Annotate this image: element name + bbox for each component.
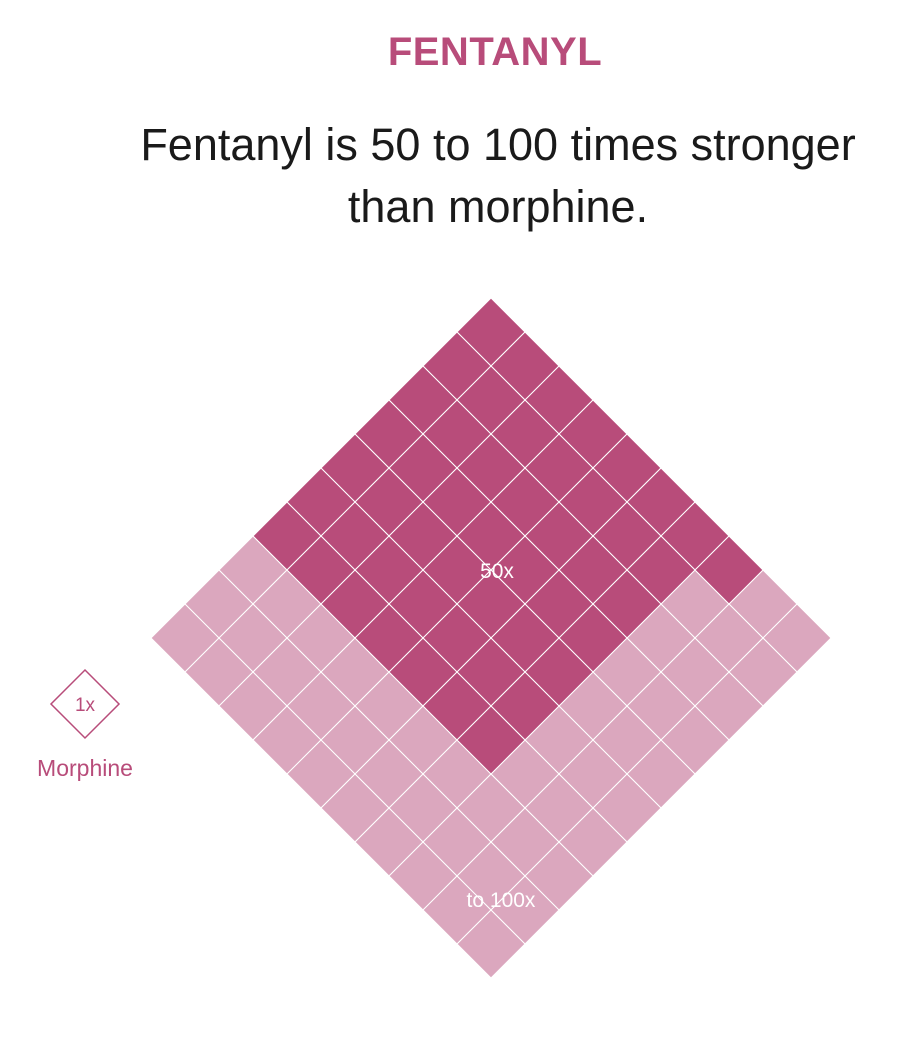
light-tile xyxy=(456,909,526,979)
light-tiles-100x xyxy=(150,535,832,979)
dark-tile xyxy=(694,535,764,605)
dark-tile xyxy=(456,705,526,775)
headline: Fentanyl is 50 to 100 times stronger tha… xyxy=(140,119,856,232)
morphine-unit-diamond xyxy=(49,668,121,740)
morphine-caption: Morphine xyxy=(37,755,133,781)
kicker-title: FENTANYL xyxy=(387,30,603,74)
morphine-unit-label: 1x xyxy=(75,695,96,716)
dark-tiles-50x xyxy=(252,297,764,775)
morphine-unit: 1x xyxy=(49,668,121,740)
label-to-100x: to 100x xyxy=(467,889,536,912)
label-50x: 50x xyxy=(480,560,514,583)
